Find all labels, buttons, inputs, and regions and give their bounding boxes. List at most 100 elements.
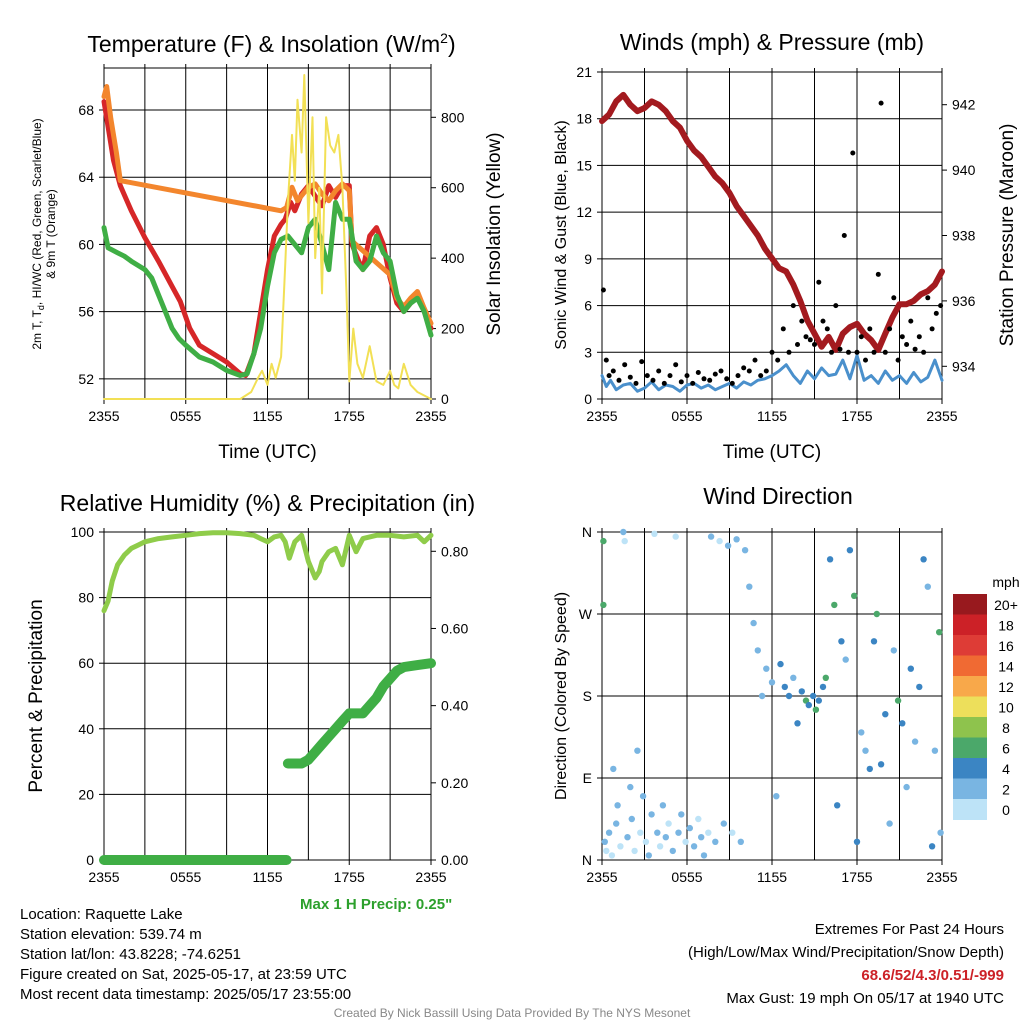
direction-point bbox=[768, 679, 776, 686]
x-tick-label: 2355 bbox=[586, 869, 617, 885]
direction-point bbox=[675, 829, 682, 836]
direction-point bbox=[798, 688, 805, 695]
y-right-axis-label: Solar Insolation (Yellow) bbox=[484, 132, 505, 335]
y-tick-label: N bbox=[582, 524, 592, 540]
y-right-tick-label: 942 bbox=[952, 97, 976, 113]
direction-point bbox=[631, 847, 638, 855]
direction-point bbox=[613, 820, 620, 827]
gust-point bbox=[763, 368, 769, 374]
gust-point bbox=[712, 371, 718, 377]
direction-point bbox=[805, 701, 812, 709]
svg-text:Solar Insolation (Yellow): Solar Insolation (Yellow) bbox=[484, 132, 505, 335]
legend-swatch bbox=[953, 614, 987, 636]
gust-point bbox=[729, 380, 735, 386]
gust-point bbox=[858, 334, 864, 340]
legend-label: 2 bbox=[1002, 782, 1010, 798]
direction-point bbox=[639, 793, 647, 800]
direction-point bbox=[924, 583, 931, 590]
direction-point bbox=[627, 783, 634, 791]
direction-point bbox=[851, 592, 858, 599]
legend-label: 6 bbox=[1002, 741, 1010, 757]
y-right-tick-label: 0.00 bbox=[441, 852, 468, 868]
extremes-values: 68.6/52/4.3/0.51/-999 bbox=[861, 967, 1004, 984]
pressure-line bbox=[599, 91, 945, 353]
direction-point bbox=[819, 683, 827, 691]
y-right-tick-label: 0.80 bbox=[441, 543, 468, 559]
y-axis-label: Sonic Wind & Gust (Blue, Black) bbox=[553, 120, 570, 349]
legend-swatch bbox=[953, 594, 987, 615]
y-tick-label: 6 bbox=[584, 298, 592, 314]
gust-point bbox=[786, 349, 792, 355]
y-right-tick-label: 938 bbox=[952, 228, 976, 244]
direction-point bbox=[645, 852, 652, 859]
gust-point bbox=[701, 376, 707, 382]
y-right-tick-label: 0.20 bbox=[441, 775, 468, 791]
direction-point bbox=[781, 683, 788, 691]
gust-point bbox=[606, 373, 612, 379]
direction-point bbox=[662, 834, 669, 841]
direction-point bbox=[610, 765, 617, 773]
wind-line bbox=[600, 353, 944, 393]
direction-point bbox=[877, 761, 885, 768]
x-axis-label: Time (UTC) bbox=[723, 442, 822, 463]
y-tick-label: 60 bbox=[78, 655, 94, 671]
direction-point bbox=[920, 556, 927, 563]
legend-label: 10 bbox=[998, 700, 1014, 716]
direction-point bbox=[741, 547, 749, 554]
x-tick-label: 2355 bbox=[415, 408, 446, 424]
recent-data-text: Most recent data timestamp: 2025/05/17 2… bbox=[20, 986, 352, 1003]
y-axis-label: Direction (Colored By Speed) bbox=[553, 592, 570, 800]
gust-point bbox=[925, 295, 931, 301]
gust-point bbox=[850, 150, 856, 156]
y-tick-label: S bbox=[583, 688, 592, 704]
x-tick-label: 0555 bbox=[671, 408, 702, 424]
gust-point bbox=[891, 295, 897, 301]
gust-point bbox=[616, 377, 622, 383]
direction-point bbox=[628, 815, 635, 823]
direction-point bbox=[890, 647, 897, 654]
gust-point bbox=[707, 377, 713, 383]
direction-point bbox=[698, 834, 705, 841]
y-right-tick-label: 800 bbox=[441, 109, 465, 125]
direction-point bbox=[853, 838, 861, 845]
direction-point bbox=[678, 811, 685, 818]
direction-point bbox=[712, 838, 719, 845]
direction-point bbox=[773, 793, 780, 800]
y-right-tick-label: 400 bbox=[441, 250, 465, 266]
x-tick-label: 1155 bbox=[757, 408, 787, 424]
latlon-text: Station lat/lon: 43.8228; -74.6251 bbox=[20, 946, 242, 963]
direction-point bbox=[600, 537, 607, 545]
x-tick-label: 1155 bbox=[757, 869, 787, 885]
created-text: Figure created on Sat, 2025-05-17, at 23… bbox=[20, 966, 347, 983]
direction-point bbox=[600, 601, 607, 609]
x-tick-label: 0555 bbox=[170, 869, 201, 885]
gust-point bbox=[650, 377, 656, 383]
gust-point bbox=[639, 359, 645, 365]
x-tick-label: 2355 bbox=[926, 869, 957, 885]
direction-point bbox=[899, 720, 906, 727]
direction-point bbox=[873, 610, 880, 618]
direction-point bbox=[916, 683, 923, 691]
y-right-tick-label: 934 bbox=[952, 358, 976, 374]
direction-point bbox=[812, 706, 820, 713]
extremes-title: Extremes For Past 24 Hours bbox=[814, 921, 1004, 938]
direction-point bbox=[777, 660, 784, 668]
direction-point bbox=[690, 843, 698, 850]
chart-title: Temperature (F) & Insolation (W/m2) bbox=[87, 30, 455, 57]
gust-point bbox=[644, 373, 650, 379]
x-tick-label: 1755 bbox=[841, 869, 872, 885]
direction-point bbox=[608, 852, 616, 859]
legend-label: 14 bbox=[998, 659, 1014, 675]
gust-point bbox=[921, 349, 927, 355]
direction-point bbox=[707, 533, 715, 540]
gust-point bbox=[833, 303, 839, 309]
max-precip-note: Max 1 H Precip: 0.25" bbox=[300, 896, 453, 913]
y-tick-label: 40 bbox=[78, 721, 94, 737]
legend-swatch bbox=[953, 655, 987, 677]
y-axis-label: 2m T, Td, HI/WC (Red, Green, Scarlet/Blu… bbox=[30, 118, 58, 349]
gust-point bbox=[752, 357, 758, 363]
extremes-block: Extremes For Past 24 Hours (High/Low/Max… bbox=[484, 918, 1004, 1010]
gust-point bbox=[875, 271, 881, 277]
gust-point bbox=[871, 349, 877, 355]
gust-point bbox=[600, 287, 606, 293]
